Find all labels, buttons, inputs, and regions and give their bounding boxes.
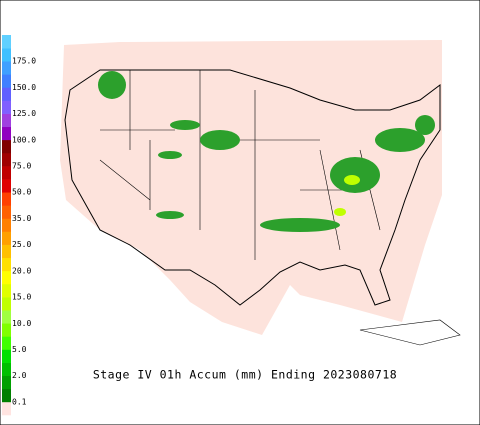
legend-label: 50.0 (12, 188, 31, 197)
legend-label: 100.0 (12, 135, 36, 144)
legend-label: 5.0 (12, 345, 27, 354)
color-swatch (2, 349, 11, 363)
cuba (359, 319, 461, 346)
color-swatch (2, 244, 11, 259)
legend-label: 0.1 (12, 397, 27, 406)
legend-label: 35.0 (12, 214, 31, 223)
color-swatch (2, 310, 11, 324)
state-borders (99, 70, 381, 260)
color-swatch (2, 126, 11, 141)
color-swatch (2, 283, 11, 298)
legend-label: 175.0 (12, 57, 36, 66)
color-swatch (2, 139, 11, 154)
legend-label: 75.0 (12, 162, 31, 171)
color-swatch (2, 152, 11, 167)
color-swatch (2, 388, 11, 403)
legend-label: 10.0 (12, 319, 31, 328)
color-swatch (2, 336, 11, 350)
color-swatch (2, 61, 11, 75)
color-swatch (2, 166, 11, 180)
color-swatch (2, 231, 11, 245)
precip-areas (98, 71, 435, 232)
color-swatch (2, 362, 11, 376)
color-swatch (2, 375, 11, 390)
color-swatch (2, 218, 11, 232)
color-swatch (2, 401, 11, 416)
legend-label: 20.0 (12, 266, 31, 275)
color-swatch (2, 113, 11, 128)
us-outline (64, 69, 441, 306)
map-title: Stage IV 01h Accum (mm) Ending 202308071… (93, 368, 397, 382)
legend-label: 2.0 (12, 371, 27, 380)
precip-heavy (334, 175, 360, 216)
legend-label: 25.0 (12, 240, 31, 249)
color-swatch (2, 100, 11, 114)
color-swatch (2, 297, 11, 311)
color-swatch (2, 257, 11, 272)
color-swatch (2, 35, 11, 49)
domain-area (60, 40, 442, 335)
color-swatch (2, 74, 11, 88)
legend-label: 125.0 (12, 109, 36, 118)
color-swatch (2, 205, 11, 219)
color-swatch (2, 87, 11, 101)
color-swatch (2, 48, 11, 62)
legend-label: 150.0 (12, 83, 36, 92)
color-swatch (2, 323, 11, 337)
legend: 0.1 2.0 5.0 10.0 15.0 20.0 25.0 35.0 50.0 75.0 100… (2, 35, 36, 416)
color-swatch (2, 179, 11, 193)
map (60, 40, 461, 346)
color-swatch (2, 192, 11, 206)
color-swatch (2, 270, 11, 285)
legend-label: 15.0 (12, 293, 31, 302)
